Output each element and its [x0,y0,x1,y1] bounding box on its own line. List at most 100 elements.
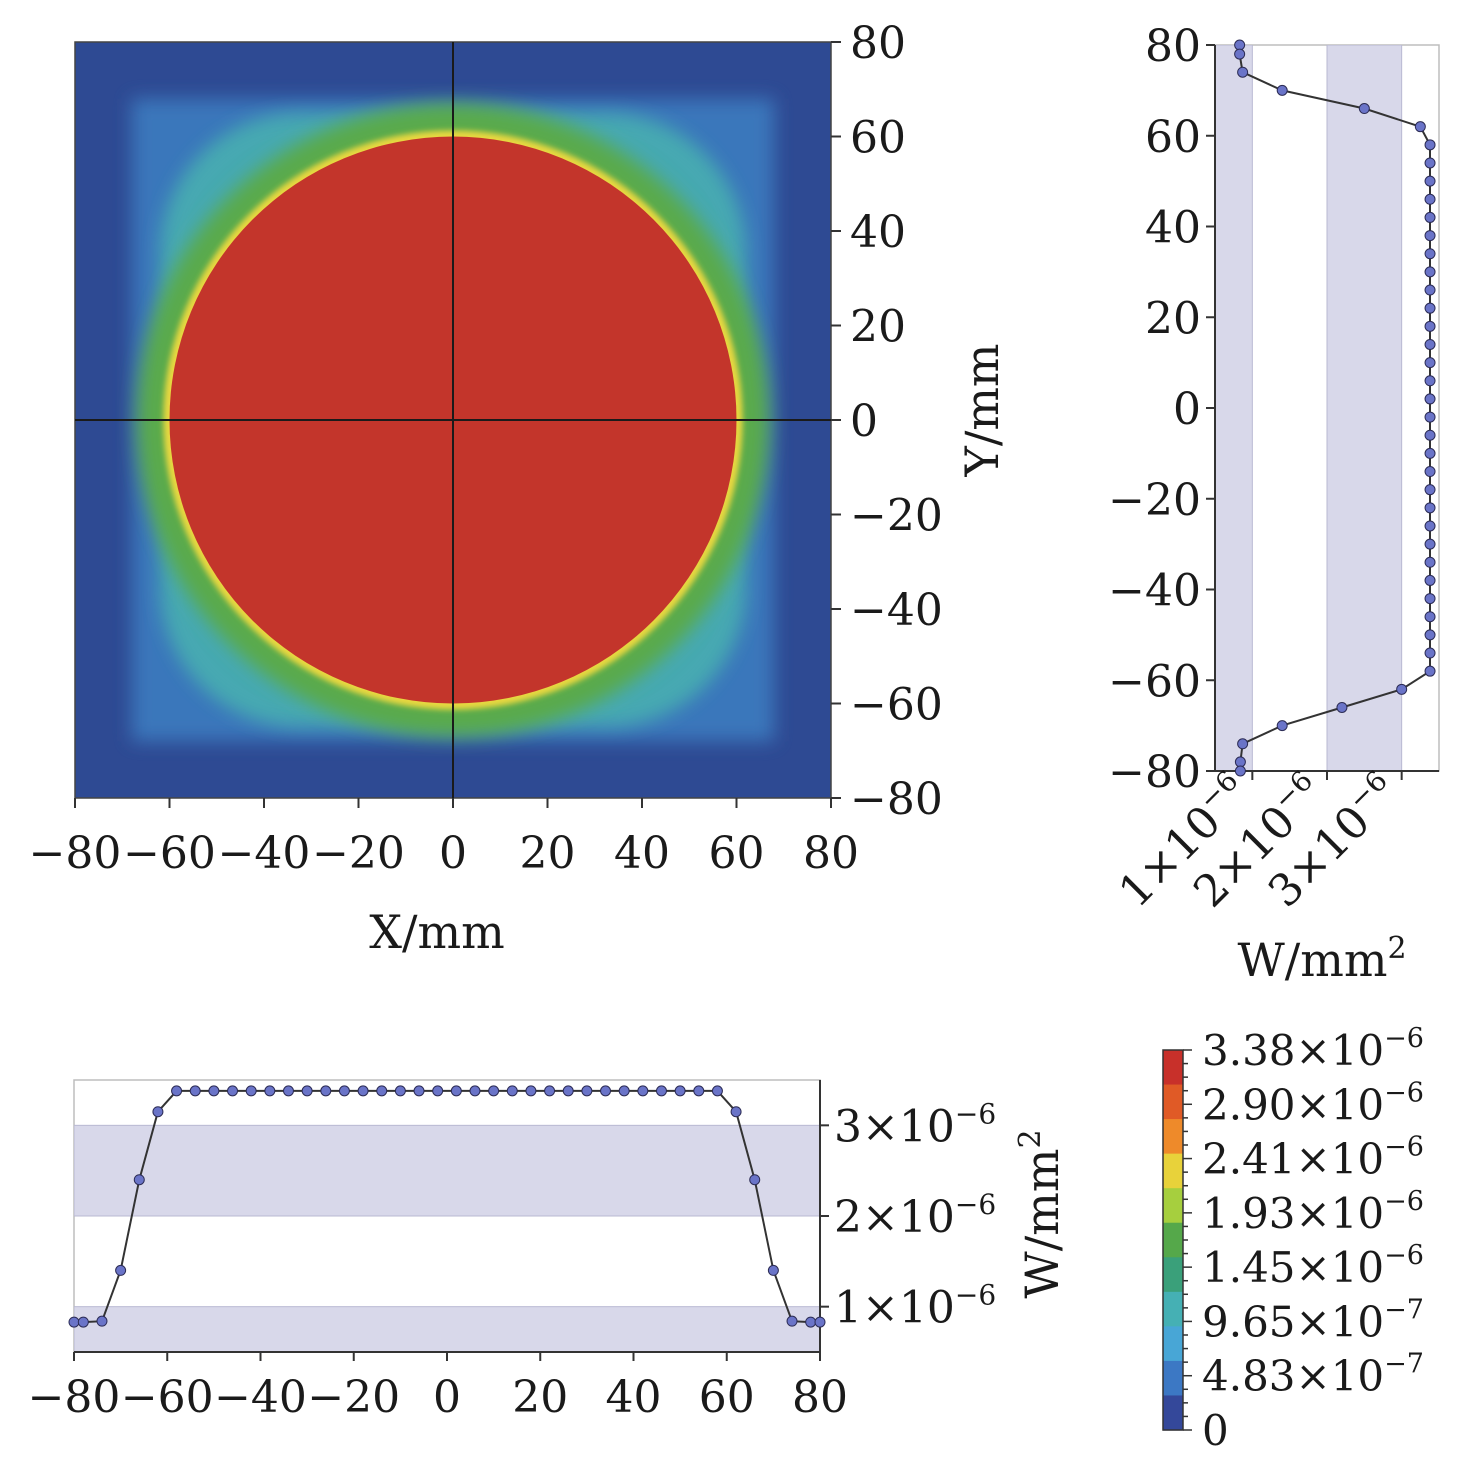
horizontal-profile-point [320,1085,332,1097]
vertical-profile-point [1424,411,1436,423]
colorbar: 3.38×10−62.90×10−62.41×10−61.93×10−61.45… [1162,1023,1424,1455]
vertical-profile-point [1424,429,1436,441]
x-tick-label: −20 [312,828,405,879]
x-tick-label: 80 [803,828,859,879]
y-tick-label: 0 [850,396,878,447]
vertical-profile-series [1234,39,1436,777]
horizontal-profile-point [432,1085,444,1097]
horizontal-profile-band [74,1306,820,1352]
horizontal-profile-point [488,1085,500,1097]
vertical-profile-point [1424,611,1436,623]
colorbar-segment [1163,1326,1183,1362]
horizontal-profile-point [767,1264,779,1276]
vertical-profile-point [1237,738,1249,750]
horizontal-profile-point [469,1085,481,1097]
vertical-profile-point [1424,193,1436,205]
colorbar-labels: 3.38×10−62.90×10−62.41×10−61.93×10−61.45… [1183,1023,1424,1455]
hp-x-tick-label: −40 [214,1372,307,1423]
vertical-profile-point [1424,211,1436,223]
hp-x-tick-label: −60 [121,1372,214,1423]
horizontal-profile-point [581,1085,593,1097]
horizontal-profile-y-axis: 3×10−6 2×10−6 1×10−6 [820,1097,996,1334]
vertical-profile-point [1424,574,1436,586]
horizontal-profile-point [394,1085,406,1097]
horizontal-profile-x-axis: −80 −60 −40 −20 0 20 40 60 80 [28,1352,848,1423]
horizontal-profile-point [618,1085,630,1097]
colorbar-gradient [1163,1050,1183,1431]
y-tick-label: 40 [850,207,906,258]
horizontal-profile-point [450,1085,462,1097]
vertical-profile-point [1424,139,1436,151]
vertical-profile-point [1424,556,1436,568]
horizontal-profile-point [544,1085,556,1097]
y-tick-label: 80 [850,18,906,69]
x-tick-label: 60 [709,828,765,879]
horizontal-profile-point [301,1085,313,1097]
horizontal-profile-point [693,1085,705,1097]
vertical-profile-point [1424,157,1436,169]
horizontal-profile-point [711,1085,723,1097]
horizontal-profile-point [208,1085,220,1097]
vertical-profile-point [1237,66,1249,78]
vertical-profile-point [1424,230,1436,242]
horizontal-profile-point [189,1085,201,1097]
vertical-profile-x-axis-title: W/mm2 [1237,931,1406,987]
horizontal-profile-series [68,1085,826,1328]
vertical-profile-point [1414,121,1426,133]
vertical-profile-point [1234,756,1246,768]
horizontal-profile-point [357,1085,369,1097]
vp-y-tick-label: 0 [1173,384,1201,435]
x-tick-label: 40 [614,828,670,879]
horizontal-profile-y-axis-title: W/mm2 [1013,1129,1069,1298]
horizontal-profile-point [376,1085,388,1097]
vertical-profile-point [1424,647,1436,659]
horizontal-profile-point [637,1085,649,1097]
vertical-profile-point [1234,48,1246,60]
heatmap-x-axis-title: X/mm [369,905,504,959]
horizontal-profile-panel: −80 −60 −40 −20 0 20 40 60 80 3×10−6 2×10−6 1×10−6… [28,1079,1069,1423]
vertical-profile-point [1424,466,1436,478]
vertical-profile-point [1424,484,1436,496]
colorbar-label: 3.38×10−6 [1202,1023,1424,1075]
y-tick-label: −80 [850,774,943,825]
vertical-profile-bands [1215,45,1403,771]
vertical-profile-point [1424,357,1436,369]
vertical-profile-point [1424,538,1436,550]
horizontal-profile-point [338,1085,350,1097]
hp-x-tick-label: −20 [307,1372,400,1423]
vp-y-tick-label: −80 [1108,747,1201,798]
vertical-profile-point [1424,447,1436,459]
horizontal-profile-point [115,1264,127,1276]
hp-x-tick-label: 0 [433,1372,461,1423]
horizontal-profile-point [171,1085,183,1097]
vertical-profile-point [1424,629,1436,641]
vertical-profile-point [1424,520,1436,532]
vp-y-tick-label: −60 [1108,656,1201,707]
colorbar-segment [1163,1395,1183,1431]
vertical-profile-point [1396,683,1408,695]
vertical-profile-point [1336,701,1348,713]
x-tick-label: 20 [520,828,576,879]
horizontal-profile-point [674,1085,686,1097]
y-tick-label: 60 [850,113,906,164]
vp-y-tick-label: 20 [1145,293,1201,344]
hp-x-tick-label: 40 [606,1372,662,1423]
vp-y-tick-label: 80 [1145,21,1201,72]
horizontal-profile-point [133,1174,145,1186]
hp-x-tick-label: 20 [512,1372,568,1423]
horizontal-profile-point [227,1085,239,1097]
colorbar-segment [1163,1360,1183,1397]
vertical-profile-point [1276,720,1288,732]
vertical-profile-point [1358,103,1370,115]
heatmap-y-axis: 80 60 40 20 0 −20 −40 −60 −80 [831,18,943,825]
colorbar-segment [1163,1119,1183,1155]
vertical-profile-point [1424,502,1436,514]
horizontal-profile-point [786,1315,798,1327]
horizontal-profile-point [96,1315,108,1327]
hp-x-tick-label: 60 [699,1372,755,1423]
horizontal-profile-point [506,1085,518,1097]
y-tick-label: 20 [850,302,906,353]
horizontal-profile-point [655,1085,667,1097]
colorbar-segment [1163,1084,1183,1120]
